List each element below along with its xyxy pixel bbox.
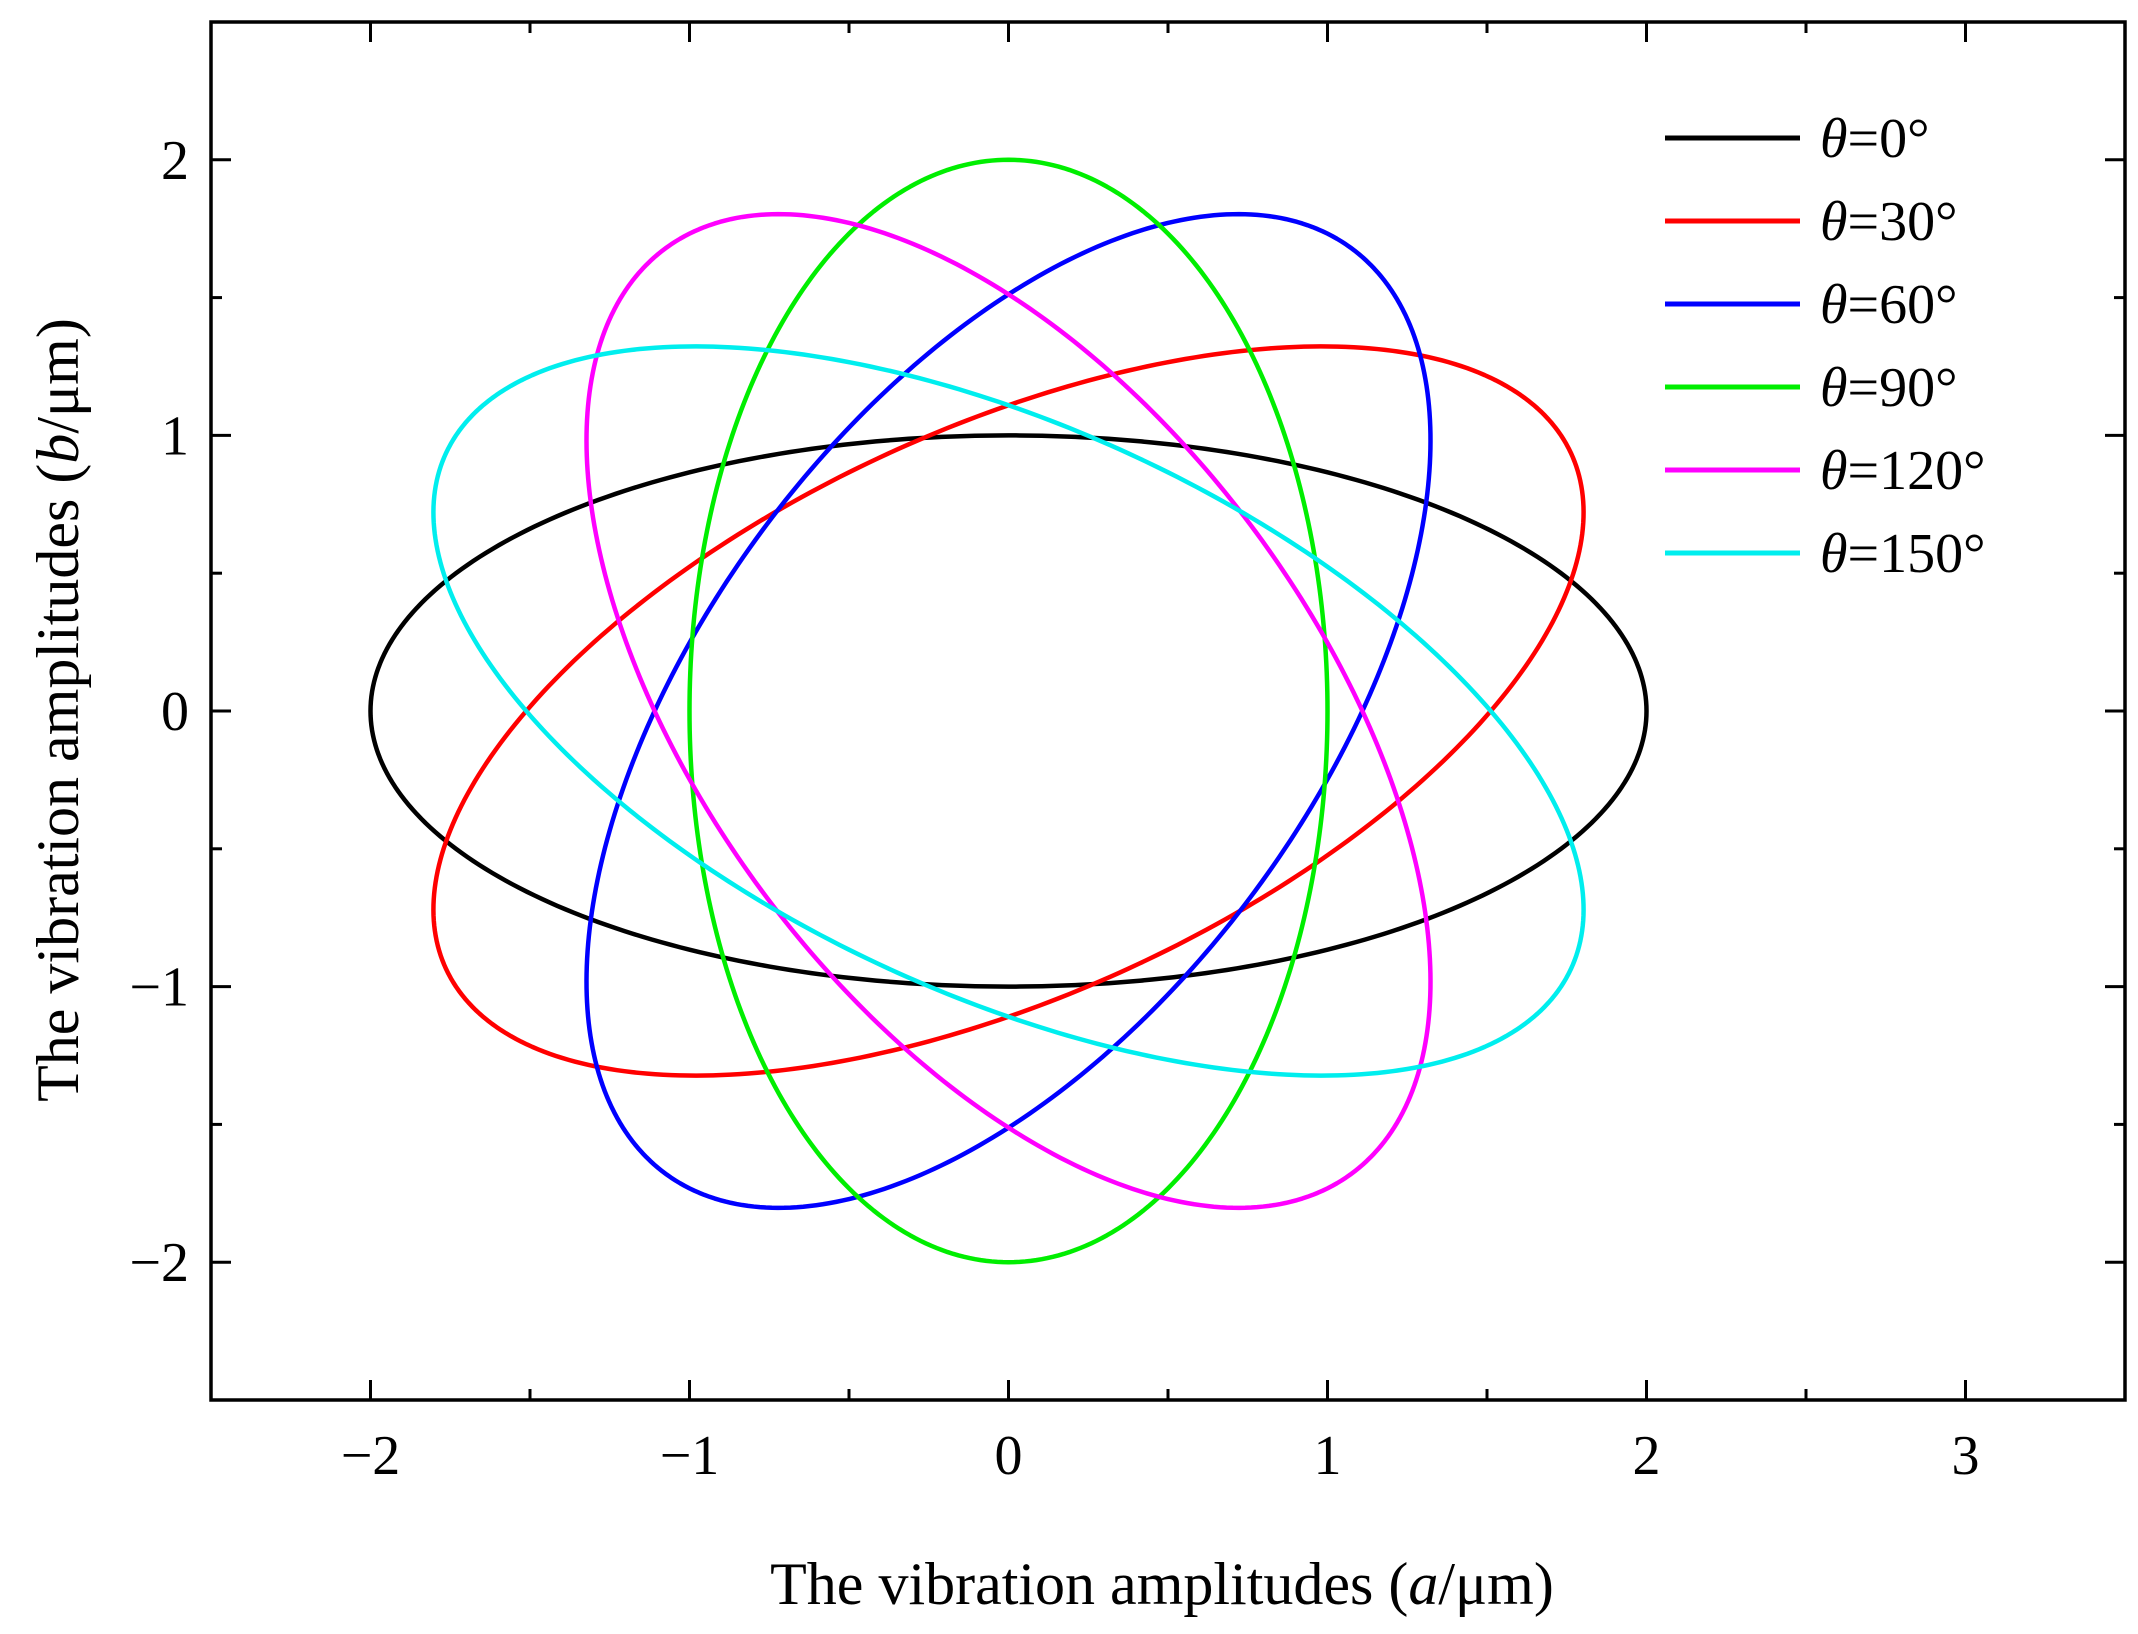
legend-label-var: θ <box>1820 274 1848 336</box>
plot-curves <box>368 157 1649 1265</box>
x-tick-label: −2 <box>341 1425 401 1487</box>
x-axis-title-prefix: The vibration amplitudes ( <box>770 1551 1408 1617</box>
series-curve-2 <box>584 211 1433 1211</box>
legend-label: θ=0° <box>1820 108 1930 170</box>
legend-label: θ=150° <box>1820 523 1986 585</box>
legend-label-var: θ <box>1820 523 1848 585</box>
legend-label: θ=60° <box>1820 274 1958 336</box>
legend-label: θ=90° <box>1820 357 1958 419</box>
y-axis-title-var: b <box>25 434 91 464</box>
x-tick-label: 3 <box>1952 1425 1980 1487</box>
x-tick-label: 1 <box>1314 1425 1342 1487</box>
tick-labels: −2 −1 0 1 2 3 −2 −1 0 1 2 <box>129 130 1979 1487</box>
y-axis-title-suffix: /μm) <box>25 318 91 434</box>
series-curve-0 <box>368 433 1649 989</box>
y-tick-label: 0 <box>161 681 189 743</box>
legend-label-value: =120° <box>1848 440 1986 502</box>
legend-label-var: θ <box>1820 440 1848 502</box>
x-axis-title-var: a <box>1408 1551 1438 1617</box>
x-tick-label: 2 <box>1633 1425 1661 1487</box>
legend-label-var: θ <box>1820 357 1848 419</box>
legend-label: θ=30° <box>1820 191 1958 253</box>
y-tick-label: −1 <box>129 957 189 1019</box>
legend-label-value: =0° <box>1848 108 1930 170</box>
series-curve-5 <box>431 344 1586 1078</box>
axis-ticks <box>209 20 2127 1402</box>
legend: θ=0°θ=30°θ=60°θ=90°θ=120°θ=150° <box>1665 108 1986 585</box>
y-tick-label: −2 <box>129 1232 189 1294</box>
legend-label-var: θ <box>1820 108 1848 170</box>
plot-frame <box>209 20 2127 1402</box>
x-tick-label: −1 <box>660 1425 720 1487</box>
y-axis-title-prefix: The vibration amplitudes ( <box>25 464 91 1102</box>
legend-label-value: =30° <box>1848 191 1958 253</box>
y-tick-label: 2 <box>161 130 189 192</box>
legend-label-value: =90° <box>1848 357 1958 419</box>
y-axis-title: The vibration amplitudes (b/μm) <box>25 318 91 1102</box>
series-curve-1 <box>431 344 1586 1078</box>
legend-label-value: =60° <box>1848 274 1958 336</box>
legend-label: θ=120° <box>1820 440 1986 502</box>
legend-label-var: θ <box>1820 191 1848 253</box>
series-curve-3 <box>687 157 1330 1265</box>
legend-label-value: =150° <box>1848 523 1986 585</box>
x-axis-title: The vibration amplitudes (a/μm) <box>770 1551 1554 1617</box>
x-axis-title-suffix: /μm) <box>1438 1551 1554 1617</box>
x-tick-label: 0 <box>995 1425 1023 1487</box>
y-tick-label: 1 <box>161 405 189 467</box>
series-curve-4 <box>584 211 1433 1211</box>
